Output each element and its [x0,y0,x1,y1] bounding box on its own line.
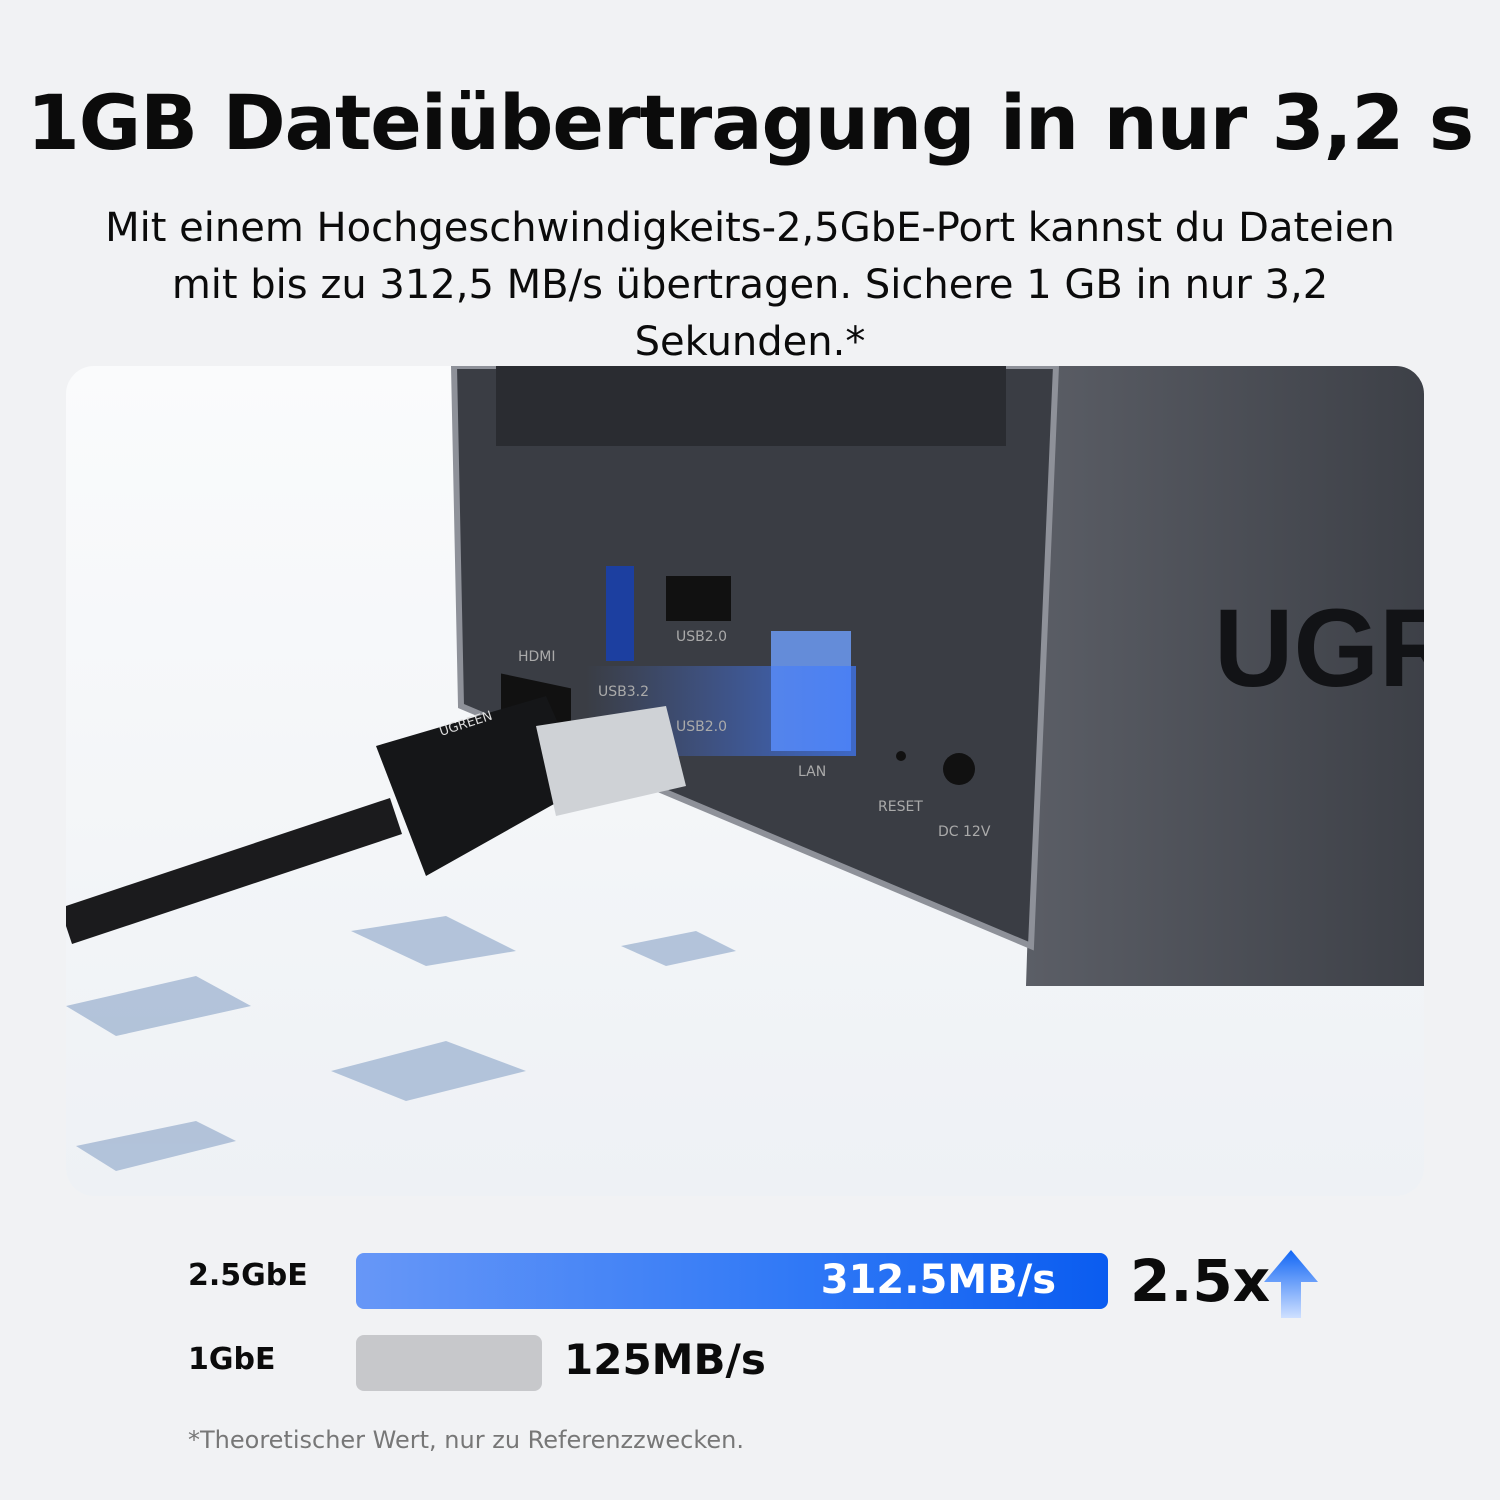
dc-label: DC 12V [938,824,991,840]
lan-label: LAN [798,764,826,780]
usb20-label-2: USB2.0 [676,719,727,735]
device-side [1026,366,1424,986]
multiplier: 2.5x [1130,1247,1271,1315]
rj45-plug [536,706,686,816]
reset-label: RESET [878,799,923,815]
bar-value-1gbe: 125MB/s [564,1335,766,1384]
ethernet-cable [66,797,403,945]
bar-2-5gbe: 312.5MB/s [356,1253,1108,1309]
brand-logo: UGR [1214,587,1424,710]
headline: 1GB Dateiübertragung in nur 3,2 s [26,78,1474,167]
usb32-port [606,566,634,661]
usb32-label: USB3.2 [598,684,649,700]
dc-port [943,753,975,785]
product-photo: UGR HDMI USB3.2 USB2.0 USB2.0 LAN RESET … [66,366,1424,1196]
hdmi-label: HDMI [518,649,556,665]
bar-1gbe [356,1335,542,1391]
file-thumbnails [66,916,736,1171]
nas-device-illustration: UGR HDMI USB3.2 USB2.0 USB2.0 LAN RESET … [66,366,1424,1171]
row-label-1gbe: 1GbE [188,1342,276,1377]
device-front [450,366,1060,951]
usb20-label: USB2.0 [676,629,727,645]
vent-grille [496,366,1006,446]
footnote: *Theoretischer Wert, nur zu Referenzzwec… [188,1426,744,1454]
rj45-boot [376,696,586,876]
arrow-up-icon [1264,1250,1318,1318]
usb20-port [666,576,731,621]
row-label-2-5gbe: 2.5GbE [188,1258,308,1293]
bar-value-2-5gbe: 312.5MB/s [820,1257,1056,1303]
reset-hole [896,751,906,761]
subtitle: Mit einem Hochgeschwindigkeits-2,5GbE-Po… [105,205,1395,365]
